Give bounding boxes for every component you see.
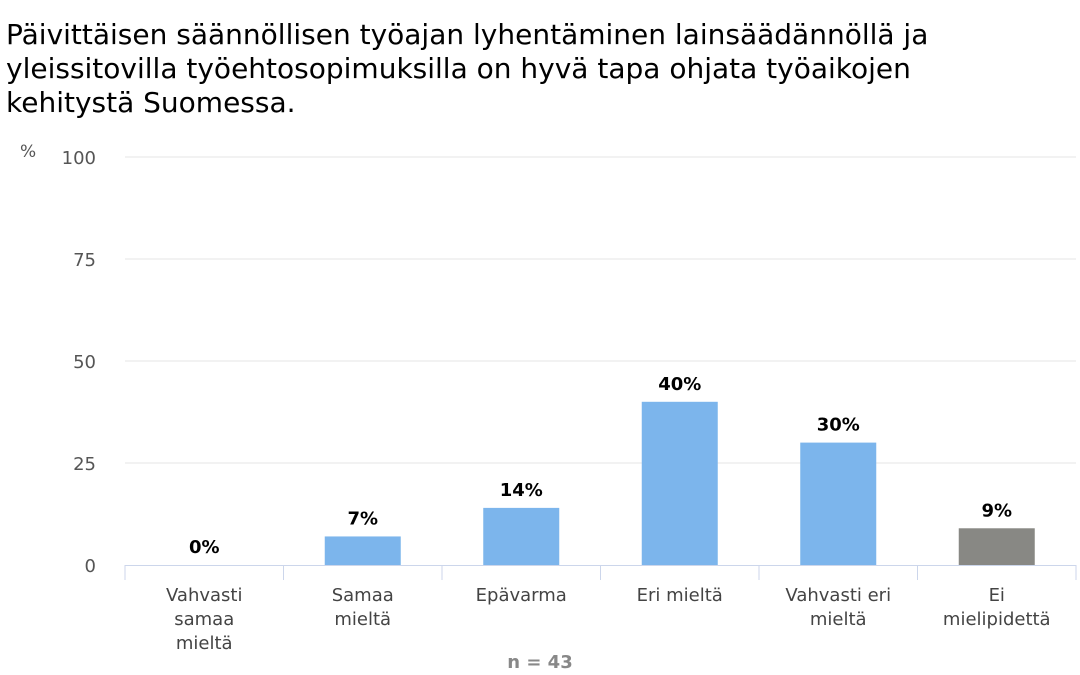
x-category-label: mielipidettä: [943, 609, 1051, 630]
x-category-label: Epävarma: [476, 585, 567, 606]
sample-size-note: n = 43: [507, 652, 572, 673]
y-tick-label: 25: [73, 454, 96, 475]
x-category-label: Vahvasti: [166, 585, 242, 606]
y-tick-label: 50: [73, 352, 96, 373]
bar: [958, 528, 1035, 565]
data-label: 9%: [981, 500, 1012, 521]
x-category-label: Eri mieltä: [637, 585, 723, 606]
y-tick-label: 100: [62, 148, 96, 169]
x-category-label: Ei: [989, 585, 1005, 606]
y-axis-ticks: 0 25 50 75 100: [62, 148, 96, 577]
x-category-label: Samaa: [332, 585, 394, 606]
bar: [800, 442, 877, 565]
data-label: 7%: [347, 508, 378, 529]
x-category-label: mieltä: [810, 609, 867, 630]
bars: [324, 401, 1035, 565]
x-category-label: mieltä: [334, 609, 391, 630]
y-axis-unit-label: %: [20, 142, 36, 162]
data-labels: 0% 7% 14% 40% 30% 9%: [189, 374, 1012, 558]
chart-title: Päivittäisen säännöllisen työajan lyhent…: [6, 18, 929, 119]
bar: [641, 401, 718, 565]
data-label: 14%: [500, 480, 543, 501]
bar: [324, 536, 401, 565]
data-label: 0%: [189, 537, 220, 558]
gridlines: [125, 156, 1076, 464]
data-label: 30%: [817, 415, 860, 436]
x-category-label: samaa: [174, 609, 234, 630]
x-category-label: Vahvasti eri: [785, 585, 891, 606]
x-axis-category-labels: Vahvasti samaa mieltä Samaa mieltä Epävarma Er…: [166, 585, 1051, 654]
data-label: 40%: [658, 374, 701, 395]
y-tick-label: 75: [73, 250, 96, 271]
x-axis: [124, 565, 1077, 580]
y-tick-label: 0: [85, 556, 96, 577]
x-category-label: mieltä: [176, 633, 233, 654]
bar: [483, 507, 560, 565]
